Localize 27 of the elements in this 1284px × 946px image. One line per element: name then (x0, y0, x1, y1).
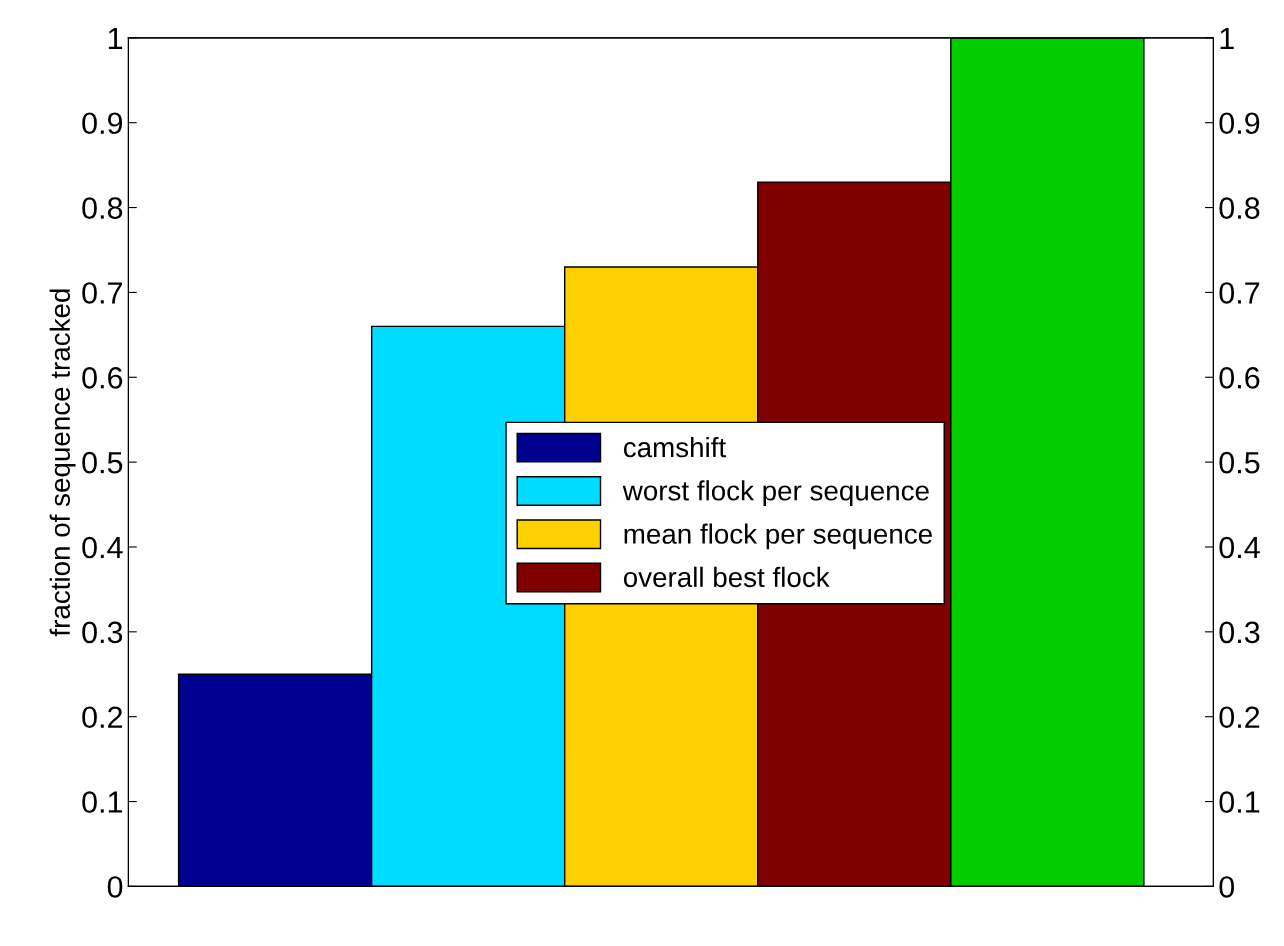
y2-tick-label: 0.9 (1219, 112, 1260, 135)
legend-label: mean flock per sequence (624, 523, 932, 550)
legend-label: overall best flock (623, 566, 830, 588)
y2-tick-label: 0.2 (1219, 706, 1260, 729)
y-tick-label: 0.7 (82, 282, 123, 304)
y-axis-title: fraction of sequence tracked (49, 289, 76, 637)
y2-tick-label: 0.4 (1219, 536, 1260, 559)
y2-tick-label: 0.7 (1219, 282, 1260, 304)
y-tick-label: 1 (108, 27, 123, 49)
y-tick-label: 0.4 (82, 536, 123, 559)
y2-tick-label: 0.8 (1219, 197, 1260, 219)
y-tick-label: 0.9 (82, 112, 123, 135)
y2-tick-label: 0 (1219, 876, 1235, 898)
y2-tick-label: 0.6 (1219, 367, 1260, 389)
y2-tick-label: 0.5 (1219, 451, 1260, 474)
legend-label: camshift (623, 436, 726, 458)
y2-tick-label: 0.3 (1219, 621, 1260, 644)
y-tick-label: 0.5 (82, 451, 123, 474)
y-tick-label: 0 (107, 876, 123, 898)
y-tick-label: 0.8 (82, 197, 123, 219)
y-tick-label: 0.3 (82, 621, 123, 644)
legend-label: worst flock per sequence (622, 480, 929, 507)
y-tick-label: 0.6 (82, 367, 123, 389)
y-tick-label: 0.2 (82, 706, 123, 729)
y-tick-label: 0.1 (82, 791, 123, 813)
y2-tick-label: 0.1 (1219, 791, 1260, 813)
y2-tick-label: 1 (1220, 27, 1234, 49)
